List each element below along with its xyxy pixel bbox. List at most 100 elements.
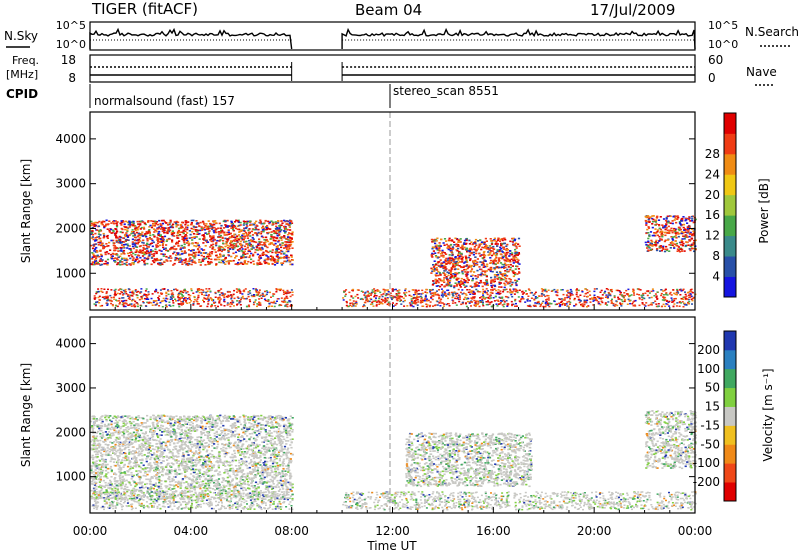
range-cell [495, 263, 497, 265]
range-cell [131, 256, 133, 258]
range-cell [121, 222, 123, 224]
range-cell [683, 224, 685, 226]
range-cell [98, 302, 100, 304]
range-cell [247, 294, 249, 296]
range-cell [245, 232, 247, 234]
range-cell [514, 260, 516, 262]
range-cell [541, 303, 543, 305]
range-cell [444, 268, 446, 270]
range-cell [229, 260, 231, 262]
range-cell [672, 216, 674, 218]
range-cell [436, 238, 438, 240]
range-cell [674, 219, 676, 221]
range-cell [245, 243, 247, 245]
range-cell [254, 301, 256, 303]
range-cell [509, 241, 511, 243]
range-cell [503, 248, 505, 250]
range-cell [251, 224, 253, 226]
freq-trace [90, 62, 695, 81]
range-cell [99, 234, 101, 236]
range-cell [614, 297, 616, 299]
range-cell [185, 226, 187, 228]
range-cell [426, 300, 428, 302]
range-cell [233, 305, 235, 307]
range-cell [259, 233, 261, 235]
range-cell [393, 296, 395, 298]
range-cell [414, 291, 416, 293]
range-cell [362, 306, 364, 308]
range-cell [207, 254, 209, 256]
range-cell [273, 240, 275, 242]
range-cell [664, 225, 666, 227]
range-cell [648, 227, 650, 229]
range-cell [176, 290, 178, 292]
range-cell [495, 257, 497, 259]
range-cell [690, 289, 692, 291]
range-cell [290, 220, 292, 222]
range-cell [673, 306, 675, 308]
range-cell [252, 234, 254, 236]
range-cell [481, 296, 483, 298]
header: TIGER (fitACF) Beam 04 17/Jul/2009 [91, 0, 675, 19]
range-cell [669, 230, 671, 232]
range-cell [576, 292, 578, 294]
range-cell [512, 256, 514, 258]
range-cell [117, 293, 119, 295]
range-cell [274, 261, 276, 263]
range-cell [163, 298, 165, 300]
range-cell [231, 222, 233, 224]
range-cell [519, 245, 521, 247]
range-cell [255, 225, 257, 227]
range-cell [658, 219, 660, 221]
range-cell [165, 295, 167, 297]
range-cell [189, 299, 191, 301]
cpid-strip: CPID normalsound (fast) 157 stereo_scan … [6, 84, 499, 108]
range-cell [487, 290, 489, 292]
range-cell [241, 238, 243, 240]
range-cell [215, 232, 217, 234]
range-cell [236, 291, 238, 293]
range-cell [270, 234, 272, 236]
range-cell [289, 237, 291, 239]
range-cell [144, 257, 146, 259]
range-cell [165, 250, 167, 252]
range-cell [121, 258, 123, 260]
range-cell [187, 261, 189, 263]
range-cell [684, 291, 686, 293]
range-cell [665, 220, 667, 222]
range-cell [353, 300, 355, 302]
range-cell [454, 257, 456, 259]
range-cell [131, 221, 133, 223]
range-cell [598, 301, 600, 303]
freq-label-line2: [MHz] [6, 68, 38, 81]
range-cell [506, 244, 508, 246]
range-cell [210, 259, 212, 261]
range-cell [665, 240, 667, 242]
range-cell [470, 301, 472, 303]
range-cell [280, 253, 282, 255]
range-cell [239, 291, 241, 293]
range-cell [231, 296, 233, 298]
range-cell [683, 227, 685, 229]
range-cell [662, 248, 664, 250]
range-cell [118, 300, 120, 302]
range-cell [469, 289, 471, 291]
range-cell [133, 257, 135, 259]
range-cell [348, 306, 350, 308]
range-cell [117, 457, 119, 459]
range-cell [177, 242, 179, 244]
range-cell [376, 304, 378, 306]
range-cell [128, 248, 130, 250]
range-cell [500, 279, 502, 281]
beam-label: Beam 04 [355, 1, 422, 19]
range-cell [432, 280, 434, 282]
range-cell [236, 240, 238, 242]
range-cell [205, 288, 207, 290]
range-cell [107, 300, 109, 302]
range-cell [211, 224, 213, 226]
nsky-trace [90, 30, 695, 50]
range-cell [248, 232, 250, 234]
range-cell [439, 242, 441, 244]
range-cell [142, 235, 144, 237]
